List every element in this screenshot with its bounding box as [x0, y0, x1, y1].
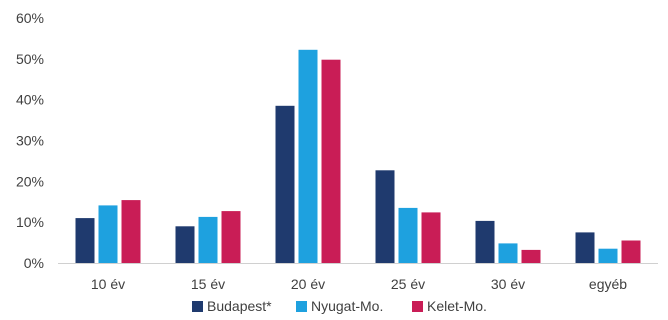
legend-swatch [296, 301, 307, 312]
y-tick-label: 50% [16, 51, 44, 67]
y-tick-label: 20% [16, 173, 44, 189]
legend-swatch [192, 301, 203, 312]
bar [198, 216, 218, 263]
bar [598, 248, 618, 263]
bar [621, 240, 641, 263]
legend-swatch [412, 301, 423, 312]
legend-label: Kelet-Mo. [427, 298, 487, 314]
x-tick-label: 30 év [491, 276, 525, 292]
bar [521, 249, 541, 263]
bar [75, 218, 95, 263]
y-tick-label: 10% [16, 214, 44, 230]
legend-label: Budapest* [207, 298, 272, 314]
x-tick-label: 25 év [391, 276, 425, 292]
x-tick-label: 10 év [91, 276, 125, 292]
bars [75, 49, 641, 264]
bar [121, 200, 141, 263]
y-tick-label: 40% [16, 92, 44, 108]
y-tick-label: 30% [16, 133, 44, 149]
bar [475, 220, 495, 263]
x-tick-label: 20 év [291, 276, 325, 292]
x-tick-label: 15 év [191, 276, 225, 292]
bar [221, 211, 241, 263]
bar [498, 243, 518, 263]
bar [175, 226, 195, 264]
x-tick-label: egyéb [589, 276, 627, 292]
y-axis-labels: 0% 10% 20% 30% 40% 50% 60% [16, 10, 44, 271]
legend: Budapest* Nyugat-Mo. Kelet-Mo. [192, 298, 487, 314]
bar [421, 212, 441, 263]
bar [321, 59, 341, 264]
bar [298, 49, 318, 263]
x-axis-labels: 10 év 15 év 20 év 25 év 30 év egyéb [91, 276, 627, 292]
bar [275, 105, 295, 263]
bar [375, 170, 395, 263]
bar [98, 205, 118, 263]
legend-label: Nyugat-Mo. [311, 298, 383, 314]
bar [398, 207, 418, 263]
bar [575, 232, 595, 263]
y-tick-label: 60% [16, 10, 44, 26]
y-tick-label: 0% [24, 255, 44, 271]
